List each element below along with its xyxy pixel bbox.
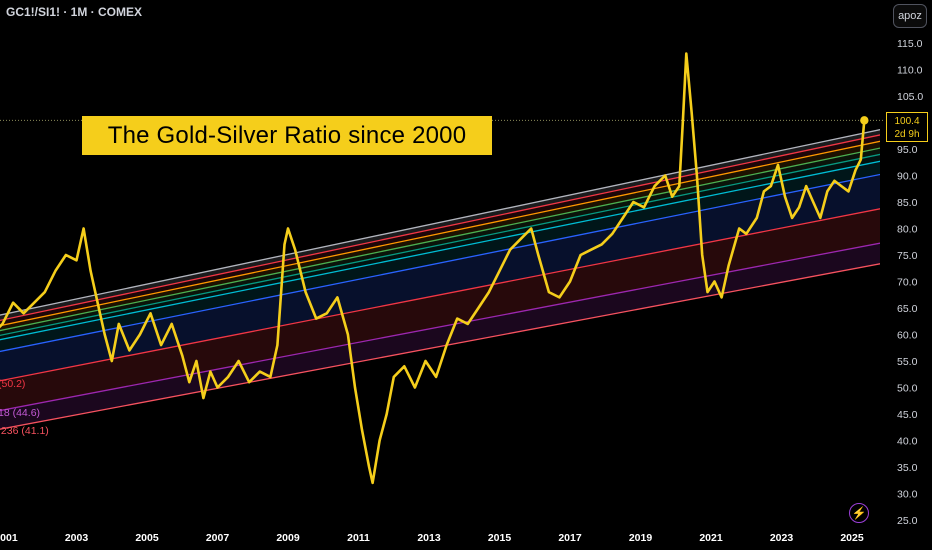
x-tick-label: 2017 bbox=[558, 532, 582, 544]
y-tick-label: 65.0 bbox=[897, 303, 918, 315]
fib-channel-line bbox=[0, 134, 880, 322]
y-tick-label: 80.0 bbox=[897, 224, 918, 236]
fib-labels: (50.2) 18 (44.6) .236 (41.1) bbox=[0, 378, 49, 437]
y-tick-label: 90.0 bbox=[897, 171, 918, 183]
chart-banner-title: The Gold-Silver Ratio since 2000 bbox=[82, 116, 492, 155]
x-tick-label: 2021 bbox=[699, 532, 723, 544]
x-tick-label: 2015 bbox=[488, 532, 512, 544]
y-axis[interactable]: 115.0110.0105.0100.095.090.085.080.075.0… bbox=[897, 38, 923, 527]
y-tick-label: 95.0 bbox=[897, 144, 918, 156]
x-tick-label: 2001 bbox=[0, 532, 18, 544]
symbol-title[interactable]: GC1!/SI1! · 1M · COMEX bbox=[6, 5, 143, 19]
fib-channel-line bbox=[0, 128, 880, 316]
fib-channel-line bbox=[0, 173, 880, 353]
x-tick-label: 2009 bbox=[276, 532, 300, 544]
x-tick-label: 2007 bbox=[206, 532, 230, 544]
lightning-icon[interactable]: ⚡ bbox=[849, 503, 869, 523]
fib-band-fill bbox=[0, 148, 880, 336]
y-tick-label: 75.0 bbox=[897, 250, 918, 262]
x-tick-label: 2023 bbox=[770, 532, 794, 544]
y-tick-label: 105.0 bbox=[897, 91, 923, 103]
current-price-value: 100.4 bbox=[894, 116, 920, 127]
fib-band-fill bbox=[0, 141, 880, 331]
fib-band-fill bbox=[0, 161, 880, 352]
x-tick-label: 2019 bbox=[629, 532, 653, 544]
ratio-series bbox=[0, 52, 869, 485]
y-tick-label: 110.0 bbox=[897, 65, 923, 77]
fib-band-fill bbox=[0, 134, 880, 326]
fib-channel-line bbox=[0, 242, 880, 412]
fib-level-label: (50.2) bbox=[0, 378, 25, 390]
x-axis[interactable]: 2001 2003 2005 2007 2009 2011 2013 2015 2017 2019… bbox=[0, 532, 864, 544]
current-price-badge: 100.4 2d 9h bbox=[886, 112, 928, 142]
y-tick-label: 40.0 bbox=[897, 436, 918, 448]
fib-channel-lines bbox=[0, 128, 880, 430]
fib-level-label: 18 (44.6) bbox=[0, 407, 40, 419]
y-tick-label: 25.0 bbox=[897, 515, 918, 527]
y-tick-label: 35.0 bbox=[897, 462, 918, 474]
last-point-marker bbox=[860, 116, 869, 125]
fib-band-fill bbox=[0, 129, 880, 321]
fib-band-fill bbox=[0, 208, 880, 411]
x-tick-label: 2011 bbox=[347, 532, 370, 544]
user-button[interactable]: apoz bbox=[893, 4, 927, 28]
x-tick-label: 2025 bbox=[840, 532, 864, 544]
x-tick-label: 2005 bbox=[135, 532, 159, 544]
fib-channel-line bbox=[0, 160, 880, 341]
current-price-countdown: 2d 9h bbox=[894, 129, 920, 140]
y-tick-label: 115.0 bbox=[897, 38, 923, 50]
fib-band-fill bbox=[0, 174, 880, 381]
fib-channel-line bbox=[0, 147, 880, 332]
y-tick-label: 30.0 bbox=[897, 489, 918, 501]
y-tick-label: 60.0 bbox=[897, 330, 918, 342]
fib-channel-fills bbox=[0, 129, 880, 430]
fib-channel-line bbox=[0, 153, 880, 337]
ratio-line bbox=[0, 52, 866, 485]
y-tick-label: 70.0 bbox=[897, 277, 918, 289]
y-tick-label: 45.0 bbox=[897, 409, 918, 421]
y-tick-label: 85.0 bbox=[897, 197, 918, 209]
x-tick-label: 2013 bbox=[417, 532, 441, 544]
fib-band-fill bbox=[0, 154, 880, 340]
y-tick-label: 50.0 bbox=[897, 383, 918, 395]
y-tick-label: 55.0 bbox=[897, 356, 918, 368]
x-tick-label: 2003 bbox=[65, 532, 89, 544]
fib-level-label: .236 (41.1) bbox=[0, 425, 49, 437]
fib-band-fill bbox=[0, 243, 880, 430]
fib-channel-line bbox=[0, 263, 880, 430]
fib-channel-line bbox=[0, 140, 880, 327]
